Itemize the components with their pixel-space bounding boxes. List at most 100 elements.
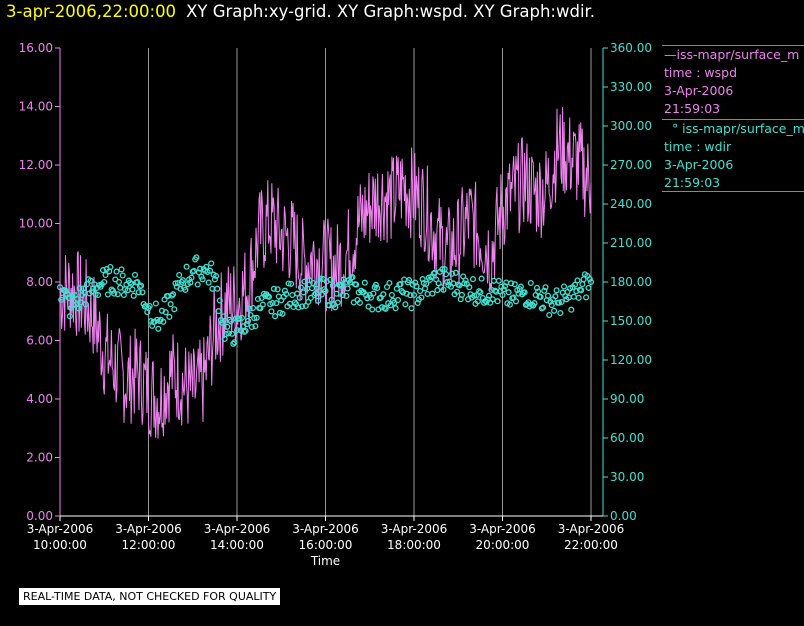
wdir-point [174, 279, 182, 287]
wdir-point [392, 305, 399, 312]
wdir-point [308, 285, 316, 292]
wdir-point [183, 263, 190, 270]
wdir-point [444, 278, 451, 286]
axes: 3-Apr-2006 10:00:00 3-Apr-2006 12:00:00 3-Ap… [19, 41, 652, 568]
wdir-point [339, 292, 346, 299]
y-right-tick-label: 150.00 [610, 314, 652, 328]
wdir-point [570, 293, 577, 300]
wdir-point [517, 283, 524, 290]
wdir-point [508, 280, 515, 287]
wdir-point [118, 266, 125, 273]
wdir-point [113, 268, 120, 275]
wdir-point [247, 311, 254, 319]
wdir-point [270, 285, 277, 292]
x-tick-label-time: 22:00:00 [564, 538, 618, 552]
x-tick-label-date: 3-Apr-2006 [292, 522, 359, 536]
wdir-point [285, 280, 292, 287]
wdir-point [162, 309, 169, 316]
wdir-point [254, 295, 261, 303]
wdir-point [485, 292, 493, 299]
wdir-point [219, 319, 226, 326]
wdir-point [333, 290, 340, 297]
wdir-point [206, 267, 214, 274]
wdir-point [66, 313, 73, 320]
wdir-point [220, 313, 227, 320]
wdir-point [160, 318, 167, 325]
wdir-point [146, 302, 153, 310]
wdir-point [552, 293, 559, 300]
wdir-point [429, 290, 436, 297]
wdir-point [430, 270, 437, 277]
wdir-point [225, 330, 232, 337]
wdir-point [500, 286, 507, 293]
y-left-tick-label: 8.00 [26, 275, 53, 289]
wdir-point [328, 296, 335, 303]
wdir-point [167, 301, 174, 308]
wdir-point [120, 291, 127, 299]
wdir-point [221, 335, 228, 342]
wdir-point [144, 309, 151, 316]
wdir-point [557, 309, 564, 317]
wdir-point [563, 296, 570, 303]
wdir-point [252, 323, 259, 330]
wdir-point [205, 279, 212, 286]
wdir-point [585, 284, 592, 291]
wdir-point [131, 271, 139, 278]
wdir-point [171, 306, 178, 313]
wdir-point [283, 290, 290, 298]
wdir-point [469, 276, 477, 283]
wdir-point [424, 290, 431, 298]
wdir-point [279, 310, 286, 317]
wdir-point [495, 277, 502, 284]
wdir-point [248, 323, 255, 331]
wdir-point [195, 269, 202, 276]
wdir-point [537, 293, 544, 300]
y-left-tick-label: 0.00 [26, 509, 53, 523]
wdir-point [232, 315, 239, 322]
wdir-point [259, 301, 266, 308]
wdir-point [197, 265, 204, 272]
wdir-point [583, 294, 590, 301]
wdir-point [294, 290, 301, 297]
wdir-point [214, 285, 221, 292]
wdir-point [531, 300, 538, 307]
wdir-point [130, 292, 137, 299]
wdir-point [327, 276, 334, 283]
wdir-point [109, 287, 116, 294]
wdir-point [249, 304, 257, 312]
x-tick-label-time: 20:00:00 [476, 538, 530, 552]
y-right-tick-label: 330.00 [610, 80, 652, 94]
wdir-point [471, 292, 478, 299]
wdir-point [288, 280, 295, 287]
wdir-point [578, 287, 585, 294]
wdir-point [296, 294, 303, 301]
wdir-point [542, 284, 549, 291]
y-right-tick-label: 300.00 [610, 119, 652, 133]
wdir-point [138, 282, 145, 289]
wdir-point [275, 293, 282, 300]
wdir-point [227, 318, 234, 325]
wdir-point [490, 277, 497, 284]
wdir-point [376, 295, 383, 302]
y-right-tick-label: 120.00 [610, 353, 652, 367]
wdir-point [64, 291, 71, 298]
wdir-point [281, 287, 288, 294]
legend-wspd-time: 21:59:03 [664, 101, 721, 116]
legend-wspd: —iss-mapr/surface_m time : wspd 3-Apr-20… [664, 46, 804, 118]
wdir-point [394, 296, 402, 304]
wdir-point [95, 291, 102, 299]
wdir-point [155, 325, 162, 332]
legend-wdir-field: time : wdir [664, 139, 732, 154]
wdir-point [474, 298, 481, 305]
wdir-point [493, 288, 500, 295]
wdir-point [317, 275, 324, 282]
wdir-point [166, 313, 173, 320]
wdir-point [511, 281, 518, 288]
wdir-point [548, 302, 555, 309]
wdir-point [449, 270, 456, 277]
wdir-point [182, 286, 189, 293]
x-tick-label-time: 10:00:00 [33, 538, 87, 552]
wdir-point [417, 287, 424, 295]
wdir-point [452, 269, 459, 276]
y-left-tick-label: 12.00 [19, 158, 53, 172]
